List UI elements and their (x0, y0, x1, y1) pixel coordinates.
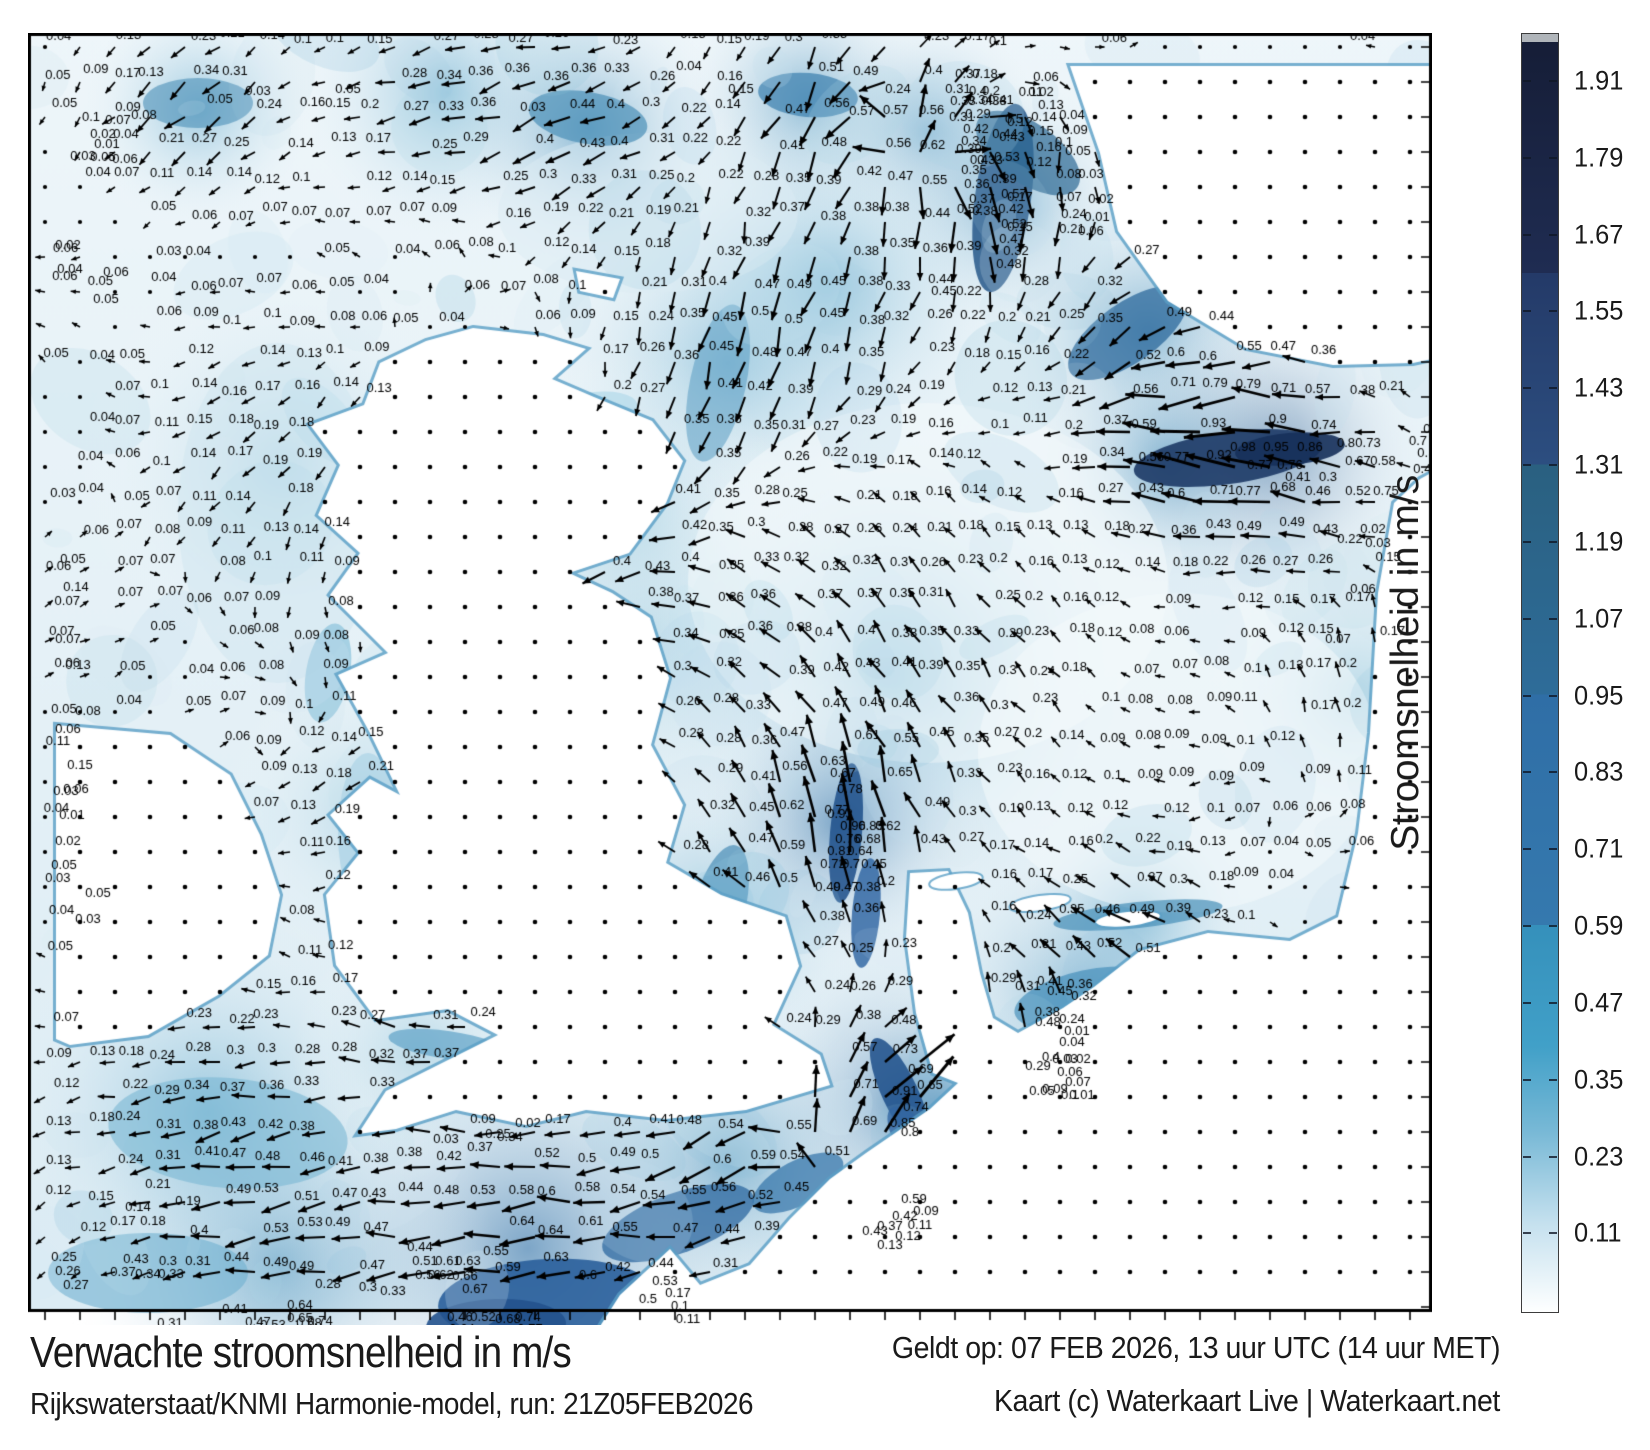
colorbar-tick-mark (1549, 310, 1557, 313)
colorbar-tick-mark (1523, 387, 1531, 390)
colorbar-tick-mark (1549, 848, 1557, 851)
colorbar-tick-label: 1.55 (1574, 295, 1624, 326)
colorbar-tick-label: 0.35 (1574, 1064, 1624, 1095)
valid-datetime: Geldt op: 07 FEB 2026, 13 uur UTC (14 uu… (891, 1330, 1501, 1365)
colorbar-tick-label: 0.47 (1574, 987, 1624, 1018)
colorbar-tick-mark (1549, 771, 1557, 774)
colorbar-tick-mark (1549, 617, 1557, 620)
colorbar-tick-mark (1549, 925, 1557, 928)
colorbar-tick-mark (1549, 1155, 1557, 1158)
map-frame (28, 33, 1432, 1325)
colorbar-tick-mark (1523, 848, 1531, 851)
colorbar-tick-mark (1523, 156, 1531, 159)
model-run-subtitle: Rijkswaterstaat/KNMI Harmonie-model, run… (30, 1386, 754, 1421)
colorbar-tick-mark (1523, 233, 1531, 236)
map-title: Verwachte stroomsnelheid in m/s (30, 1328, 572, 1377)
colorbar-tick-mark (1523, 1078, 1531, 1081)
colorbar-tick-label: 1.31 (1574, 449, 1624, 480)
colorbar-tick-mark (1549, 233, 1557, 236)
colorbar-tick-mark (1523, 925, 1531, 928)
colorbar-tick-mark (1549, 694, 1557, 697)
colorbar-tick-mark (1523, 310, 1531, 313)
colorbar-tick-mark (1549, 156, 1557, 159)
colorbar-tick-label: 0.23 (1574, 1141, 1624, 1172)
colorbar-tick-label: 0.95 (1574, 680, 1624, 711)
colorbar-tick-mark (1523, 617, 1531, 620)
colorbar-tick-mark (1523, 1232, 1531, 1235)
colorbar-tick-mark (1549, 387, 1557, 390)
colorbar-tick-mark (1523, 464, 1531, 467)
colorbar-gradient (1522, 34, 1558, 1312)
current-speed-map-canvas (28, 33, 1432, 1325)
colorbar-tick-label: 0.59 (1574, 910, 1624, 941)
colorbar-tick-mark (1549, 80, 1557, 82)
colorbar-tick-label: 1.67 (1574, 219, 1624, 250)
colorbar-tick-mark (1549, 1078, 1557, 1081)
colorbar-tick-mark (1549, 464, 1557, 467)
colorbar-tick-label: 1.19 (1574, 526, 1624, 557)
colorbar-tick-mark (1523, 540, 1531, 543)
colorbar-tick-mark (1549, 540, 1557, 543)
colorbar-tick-mark (1549, 1001, 1557, 1004)
colorbar-tick-label: 1.07 (1574, 603, 1624, 634)
colorbar-axis-label: Stroomsnelheid in m/s (1384, 475, 1427, 851)
colorbar-tick-mark (1523, 1155, 1531, 1158)
colorbar-tick-mark (1549, 1232, 1557, 1235)
colorbar-tick-mark (1523, 694, 1531, 697)
colorbar-tick-mark (1523, 1001, 1531, 1004)
colorbar-tick-mark (1523, 80, 1531, 82)
colorbar: 1.91 1.79 1.67 1.55 1.43 1.31 1.19 1.07 0.95 0.83… (1521, 33, 1623, 1313)
colorbar-tick-label: 1.43 (1574, 372, 1624, 403)
colorbar-tick-label: 1.91 (1574, 65, 1624, 96)
colorbar-tick-label: 1.79 (1574, 142, 1624, 173)
colorbar-tick-label: 0.71 (1574, 833, 1624, 864)
colorbar-tick-mark (1523, 771, 1531, 774)
colorbar-top-cap (1522, 34, 1558, 42)
copyright-credit: Kaart (c) Waterkaart Live | Waterkaart.n… (994, 1383, 1500, 1418)
colorbar-tick-label: 0.83 (1574, 756, 1624, 787)
colorbar-tick-label: 0.11 (1574, 1217, 1622, 1248)
